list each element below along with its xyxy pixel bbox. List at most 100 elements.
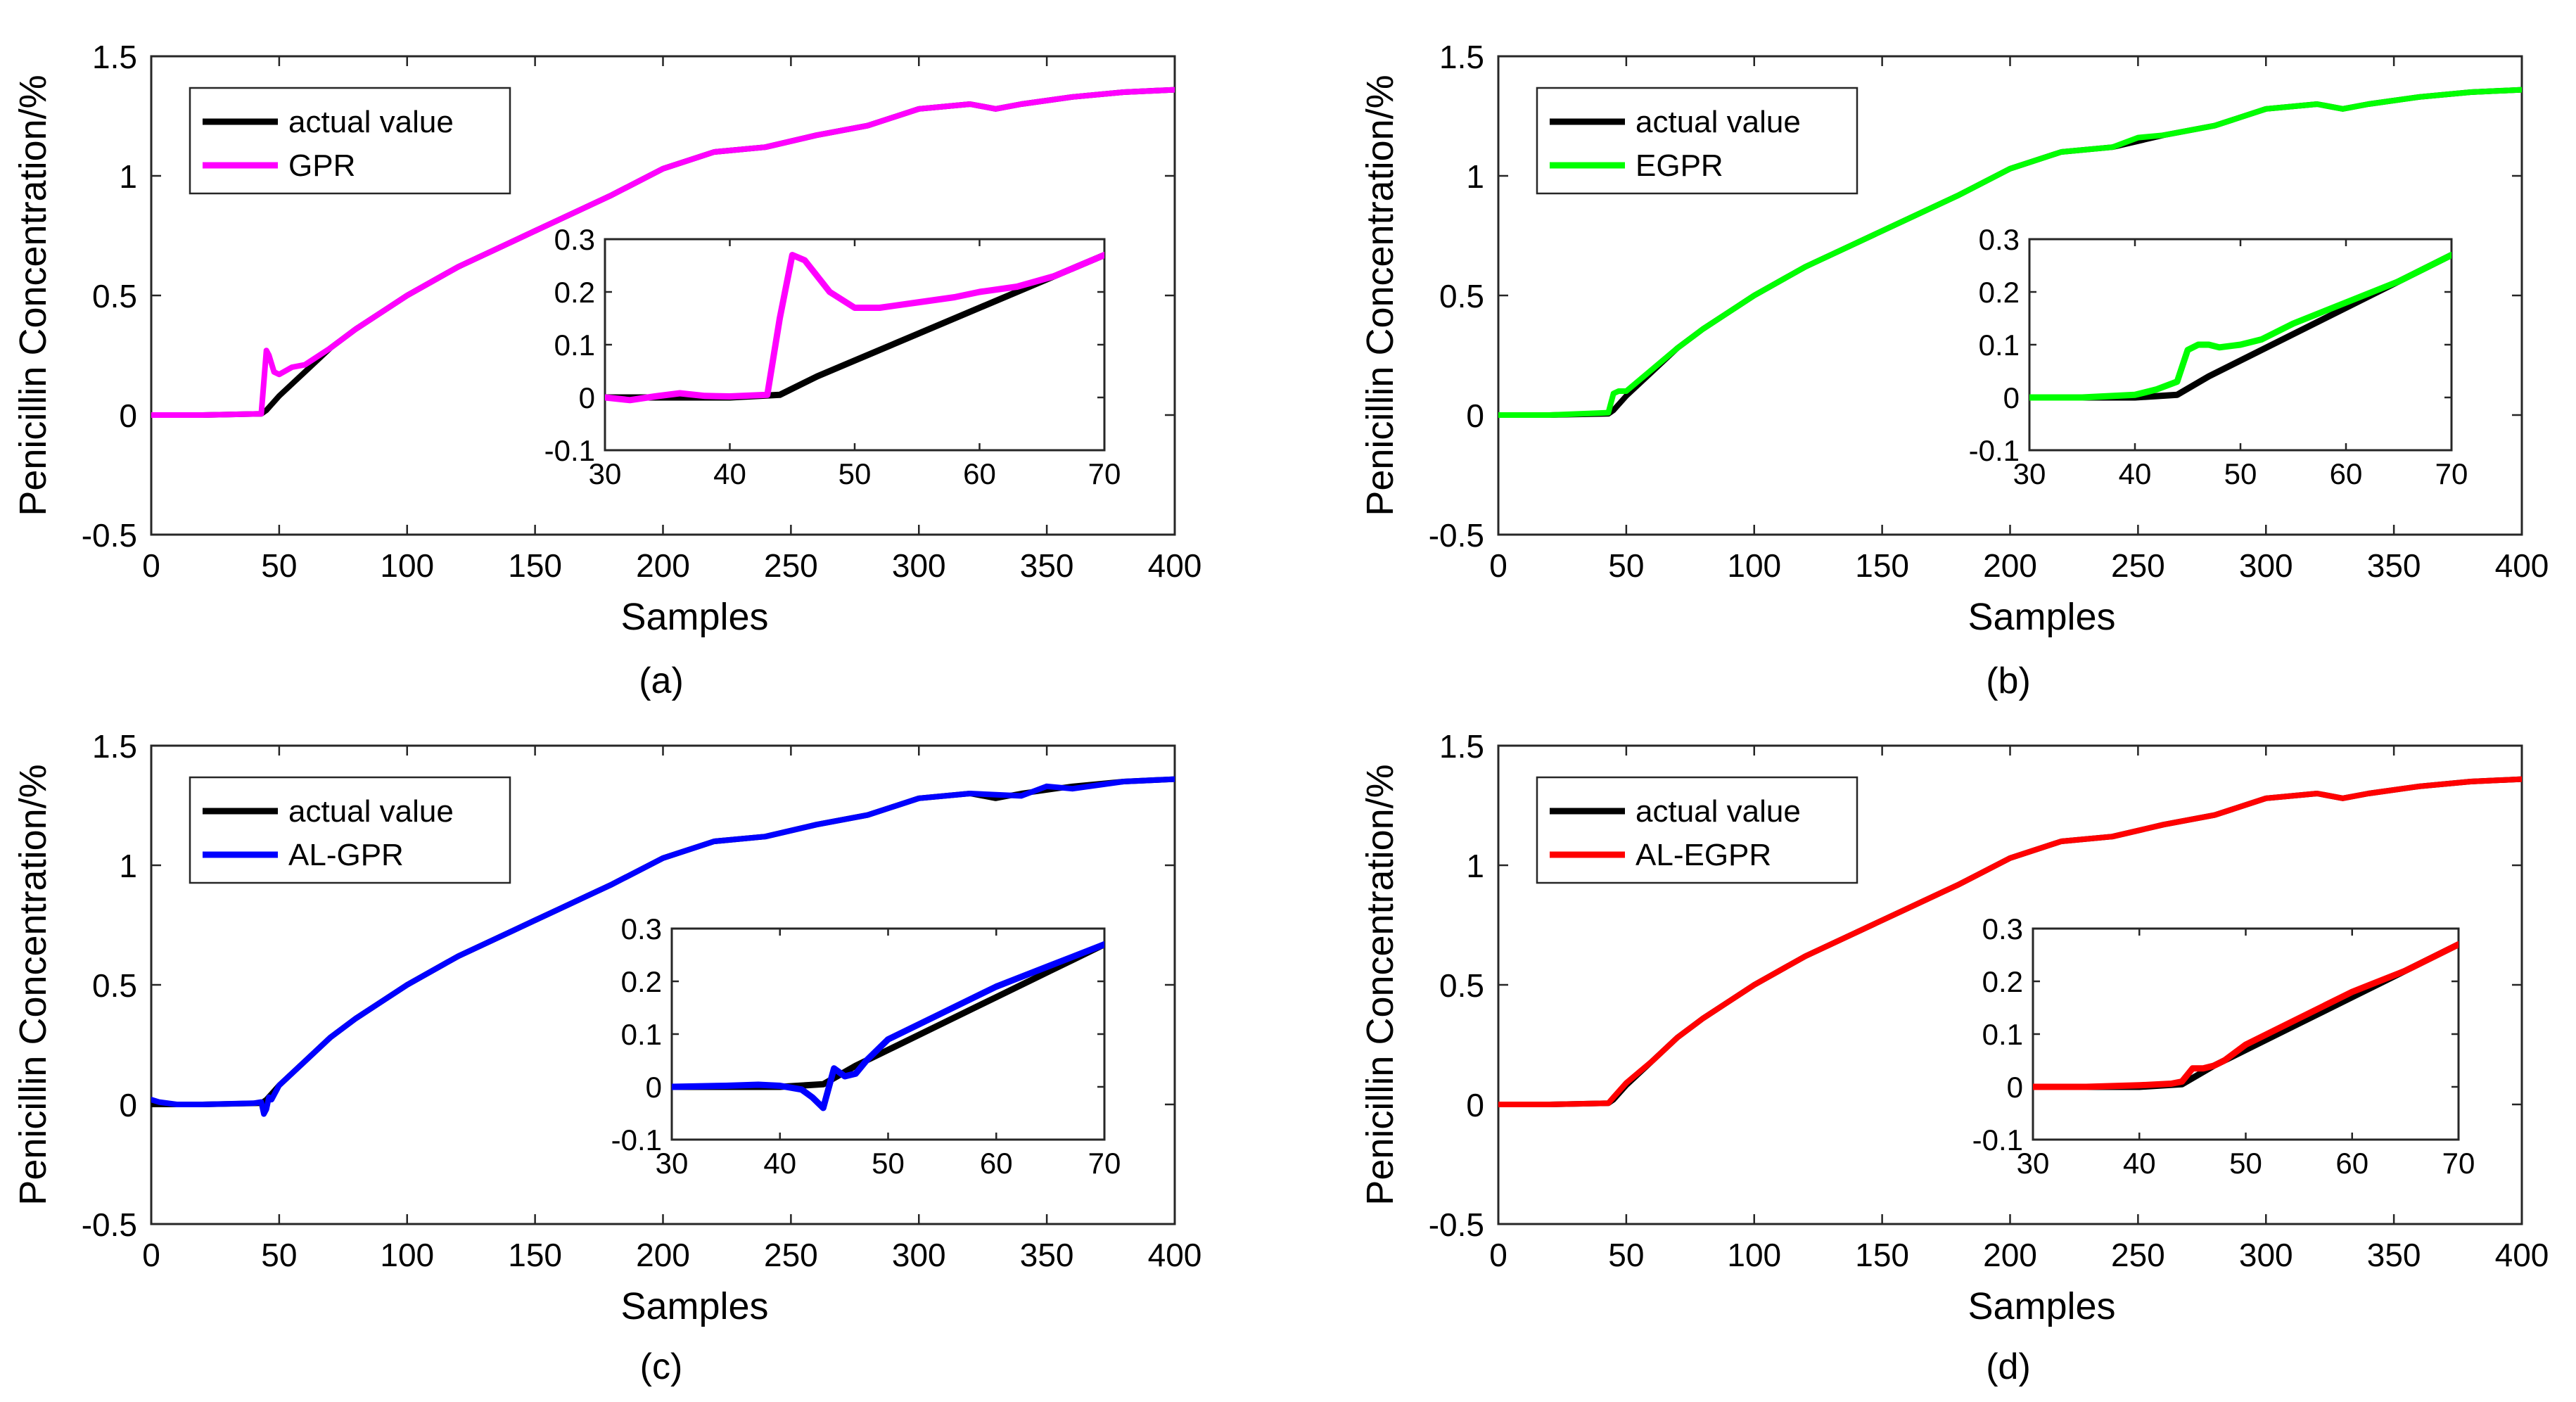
subplot-2-inset-series-group — [672, 941, 1104, 1111]
subplot-3-main-xtick-label: 250 — [2111, 1237, 2165, 1273]
subplot-b: 0 50 100 150 200 250 300 350 400-0.500.511.5Samp… — [1359, 39, 2549, 701]
subplot-0-inset-xtick-label: 40 — [713, 457, 746, 490]
subplot-0-inset-ytick-label: 0.3 — [554, 223, 595, 256]
x-axis-label: Samples — [620, 596, 768, 638]
subplot-1-main-xtick-label: 50 — [1608, 547, 1644, 584]
subplot-0-inset-frame — [604, 238, 1106, 452]
subplot-2-inset-ytick-label: 0 — [646, 1071, 662, 1104]
legend-label: AL-GPR — [288, 838, 404, 872]
y-axis-label: Penicillin Concentration/% — [1359, 75, 1401, 516]
subplot-1-inset-xtick-label: 30 — [2013, 457, 2046, 490]
subplot-3-main-xtick-label: 400 — [2495, 1237, 2549, 1273]
legend: actual value EGPR — [1536, 87, 1858, 195]
subplot-c: 0 50 100 150 200 250 300 350 400-0.500.511.5Samp… — [12, 728, 1201, 1387]
subplot-1-inset-xtick-label: 40 — [2119, 457, 2152, 490]
legend-box — [189, 87, 511, 195]
subplot-3-inset-ytick-label: 0 — [2007, 1071, 2023, 1104]
subplot-2-inset-xtick-label: 40 — [763, 1147, 796, 1180]
subplot-0-inset-ytick-label: -0.1 — [544, 434, 595, 467]
subplot-0-main-xtick-label: 350 — [1020, 547, 1074, 584]
subplot-0-main-xtick-label: 250 — [764, 547, 818, 584]
legend: actual value AL-GPR — [189, 776, 511, 884]
subplot-1-main-series-group — [1498, 87, 2522, 418]
subplot-1-inset-ytick-label: 0.3 — [1979, 223, 2020, 256]
subplot-3-inset-ytick-label: -0.1 — [1972, 1123, 2023, 1156]
y-axis-label: Penicillin Concentration/% — [1359, 764, 1401, 1205]
subplot-0-inset-xtick-label: 50 — [839, 457, 872, 490]
subplot-3-main-xtick-label: 0 — [1489, 1237, 1507, 1273]
subplot-3-main-series-al-egpr — [1498, 776, 2522, 1107]
subplot-0-main-xtick-label: 100 — [380, 547, 434, 584]
subplot-0-main-ytick-label: 0 — [119, 397, 137, 434]
subplot-0-main-xtick-label: 50 — [261, 547, 297, 584]
subplot-2-inset-ytick-label: 0.2 — [621, 965, 662, 998]
subplot-2-inset-xtick-label: 30 — [656, 1147, 689, 1180]
subplot-2-main-series-group — [151, 776, 1175, 1117]
subplot-2-inset-xtick-label: 70 — [1088, 1147, 1121, 1180]
legend-label: actual value — [288, 105, 454, 139]
subplot-3-main-ytick-label: 1.5 — [1439, 728, 1484, 765]
subplot-1-inset-ytick-label: 0.2 — [1979, 276, 2020, 309]
subplot-2-main-xtick-label: 400 — [1148, 1237, 1202, 1273]
legend: actual value GPR — [189, 87, 511, 195]
subplot-0-main-xtick-label: 150 — [508, 547, 562, 584]
subplot-caption: (c) — [640, 1346, 683, 1387]
subplot-3-inset-ytick-label: 0.1 — [1982, 1018, 2023, 1051]
subplot-1-inset-ytick-label: 0.1 — [1979, 329, 2020, 362]
x-axis-label: Samples — [1968, 1285, 2115, 1327]
subplot-1-inset-series-egpr — [2029, 252, 2451, 401]
subplot-1-main-xtick-label: 200 — [1983, 547, 2037, 584]
subplot-3-main-xtick-label: 350 — [2367, 1237, 2421, 1273]
subplot-2-main-ytick-label: 1.5 — [92, 728, 137, 765]
subplot-2-main-ytick-label: 1 — [119, 848, 137, 884]
subplot-2-main-ytick-label: 0 — [119, 1087, 137, 1123]
subplot-1-main-xtick-label: 350 — [2367, 547, 2421, 584]
subplot-2-inset-xtick-label: 50 — [872, 1147, 905, 1180]
subplot-0-inset-ytick-label: 0.2 — [554, 276, 595, 309]
subplot-0-inset-xtick-label: 30 — [589, 457, 622, 490]
subplot-3-main-ytick-label: 1 — [1466, 848, 1484, 884]
subplot-0-main-xtick-label: 0 — [142, 547, 160, 584]
subplot-1-inset-xtick-label: 60 — [2330, 457, 2363, 490]
legend-box — [1536, 776, 1858, 884]
subplot-2-main-ytick-label: -0.5 — [82, 1206, 137, 1243]
subplot-2-inset-ytick-label: -0.1 — [611, 1123, 662, 1156]
subplot-1-main-series-egpr — [1498, 87, 2522, 418]
legend-label: EGPR — [1635, 148, 1723, 183]
subplot-0-main-ytick-label: -0.5 — [82, 517, 137, 554]
legend-label: actual value — [1635, 794, 1801, 829]
subplot-0-main-ytick-label: 1 — [119, 158, 137, 195]
subplot-3-inset-series-al-egpr — [2033, 941, 2459, 1090]
subplot-2-main-xtick-label: 350 — [1020, 1237, 1074, 1273]
subplot-1-main-ytick-label: 1.5 — [1439, 39, 1484, 75]
x-axis-label: Samples — [1968, 596, 2115, 638]
subplot-0-main-xtick-label: 200 — [636, 547, 690, 584]
subplot-1-main-ytick-label: 0.5 — [1439, 278, 1484, 314]
subplot-2-inset-series-al-gpr — [672, 941, 1104, 1111]
subplot-2-inset-xtick-label: 60 — [980, 1147, 1013, 1180]
y-axis-label: Penicillin Concentration/% — [12, 75, 54, 516]
subplot-3-main-xtick-label: 300 — [2239, 1237, 2293, 1273]
subplot-0-main-series-gpr — [151, 87, 1175, 418]
subplot-1-inset-ytick-label: -0.1 — [1969, 434, 2020, 467]
subplot-2-main-ytick-label: 0.5 — [92, 967, 137, 1004]
subplot-1-inset-ytick-label: 0 — [2003, 381, 2020, 414]
legend-label: GPR — [288, 148, 355, 183]
subplot-2-main-xtick-label: 200 — [636, 1237, 690, 1273]
subplot-2-main-xtick-label: 100 — [380, 1237, 434, 1273]
subplot-3-main-xtick-label: 200 — [1983, 1237, 2037, 1273]
subplot-0-inset-series-gpr — [605, 252, 1104, 404]
subplot-0-main-ytick-label: 0.5 — [92, 278, 137, 314]
subplot-3-main-series-group — [1498, 776, 2522, 1107]
subplot-3-main-xtick-label: 50 — [1608, 1237, 1644, 1273]
subplot-1-main-xtick-label: 250 — [2111, 547, 2165, 584]
subplot-0-main-xtick-label: 400 — [1148, 547, 1202, 584]
subplot-1-main-ytick-label: -0.5 — [1429, 517, 1484, 554]
subplot-1-main-xtick-label: 150 — [1855, 547, 1909, 584]
subplot-caption: (d) — [1986, 1346, 2031, 1387]
subplot-3-inset-xtick-label: 50 — [2229, 1147, 2262, 1180]
subplot-1-main-xtick-label: 400 — [2495, 547, 2549, 584]
subplot-3-main-ytick-label: 0 — [1466, 1087, 1484, 1123]
subplot-3-inset-frame — [2032, 927, 2460, 1141]
